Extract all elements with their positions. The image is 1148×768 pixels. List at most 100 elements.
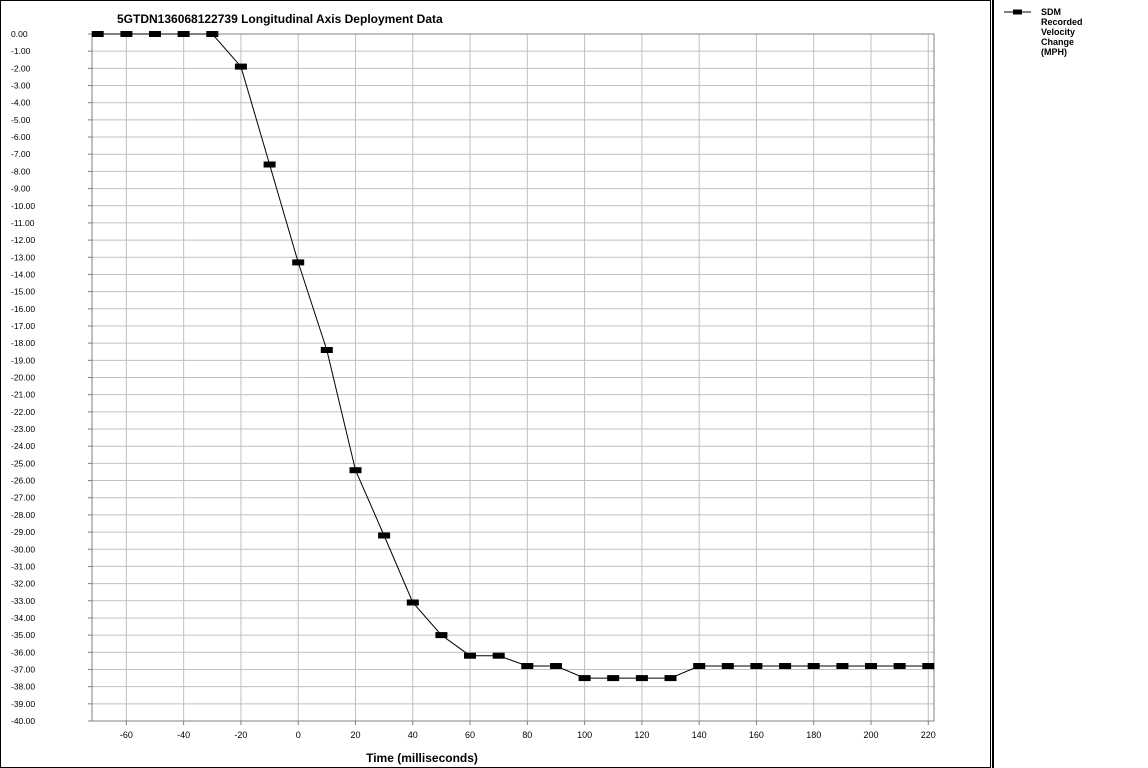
gridlines xyxy=(92,33,934,722)
legend-entry-line: SDM xyxy=(1041,7,1061,17)
y-tick-label: -4.00 xyxy=(11,98,31,108)
data-point xyxy=(120,31,133,37)
x-tick-label: 140 xyxy=(692,730,707,740)
x-tick-label: 60 xyxy=(465,730,475,740)
legend-entry-line: Recorded xyxy=(1041,17,1083,27)
legend-entry-line: Velocity xyxy=(1041,27,1075,37)
y-tick-label: -36.00 xyxy=(11,647,35,657)
data-point xyxy=(234,63,247,70)
y-tick-label: -24.00 xyxy=(11,441,35,451)
y-tick-label: -21.00 xyxy=(11,390,35,400)
data-point xyxy=(550,663,562,669)
y-tick-label: -3.00 xyxy=(11,81,31,91)
y-tick-label: -34.00 xyxy=(11,613,35,623)
y-tick-label: -11.00 xyxy=(11,218,35,228)
data-point xyxy=(464,652,476,659)
y-tick-label: -40.00 xyxy=(11,716,35,726)
y-tick-label: -10.00 xyxy=(11,201,35,211)
y-tick-label: -33.00 xyxy=(11,596,35,606)
y-tick-label: -20.00 xyxy=(11,373,35,383)
y-tick-label: -23.00 xyxy=(11,424,35,434)
y-tick-label: -7.00 xyxy=(11,149,31,159)
data-point xyxy=(435,632,448,639)
y-tick-label: -35.00 xyxy=(11,630,35,640)
x-axis-label: Time (milliseconds) xyxy=(366,751,478,765)
x-tick-label: 20 xyxy=(350,730,360,740)
data-point xyxy=(779,663,792,669)
x-tick-label: 80 xyxy=(522,730,532,740)
x-tick-label: 0 xyxy=(296,730,301,740)
y-tick-label: -19.00 xyxy=(11,355,35,365)
data-point xyxy=(292,259,305,266)
series-layer xyxy=(91,31,935,682)
x-tick-label: -40 xyxy=(177,730,190,740)
y-tick-label: -22.00 xyxy=(11,407,35,417)
y-tick-label: -27.00 xyxy=(11,493,35,503)
data-point xyxy=(607,675,620,682)
x-tick-label: 220 xyxy=(921,730,936,740)
data-point xyxy=(922,663,935,669)
chart-area-border xyxy=(0,0,991,768)
x-tick-label: -20 xyxy=(234,730,247,740)
data-point xyxy=(378,532,391,539)
y-tick-label: -13.00 xyxy=(11,252,35,262)
x-tick-label: 160 xyxy=(749,730,764,740)
data-point xyxy=(177,31,190,37)
x-tick-label: 100 xyxy=(577,730,592,740)
data-point xyxy=(263,161,276,168)
data-point xyxy=(320,347,333,353)
data-point xyxy=(492,652,505,659)
y-tick-label: -31.00 xyxy=(11,561,35,571)
y-tick-label: -14.00 xyxy=(11,269,35,279)
data-point xyxy=(721,663,734,669)
y-tick-label: -16.00 xyxy=(11,304,35,314)
data-point xyxy=(693,663,706,669)
legend-entry-line: Change xyxy=(1041,37,1074,47)
x-tick-label: 40 xyxy=(408,730,418,740)
x-tick-label: 200 xyxy=(863,730,878,740)
y-tick-label: -39.00 xyxy=(11,699,35,709)
data-point xyxy=(406,599,419,606)
y-tick-label: -18.00 xyxy=(11,338,35,348)
y-tick-label: -6.00 xyxy=(11,132,31,142)
y-tick-label: -25.00 xyxy=(11,458,35,468)
legend: SDM Recorded Velocity Change (MPH) xyxy=(1004,7,1085,57)
data-point xyxy=(807,663,820,669)
data-point xyxy=(893,663,906,669)
data-point xyxy=(521,663,534,669)
y-tick-label: -26.00 xyxy=(11,476,35,486)
y-tick-label: -5.00 xyxy=(11,115,31,125)
x-tick-label: 120 xyxy=(634,730,649,740)
legend-entry-line: (MPH) xyxy=(1041,47,1067,57)
y-tick-label: -8.00 xyxy=(11,166,31,176)
y-tick-label: -28.00 xyxy=(11,510,35,520)
y-tick-label: -38.00 xyxy=(11,682,35,692)
y-tick-label: -2.00 xyxy=(11,63,31,73)
y-tick-label: 0.00 xyxy=(11,29,28,39)
data-point xyxy=(149,31,161,37)
y-tick-label: -9.00 xyxy=(11,184,31,194)
y-tick-label: -12.00 xyxy=(11,235,35,245)
y-tick-label: -29.00 xyxy=(11,527,35,537)
y-tick-label: -30.00 xyxy=(11,544,35,554)
data-point xyxy=(664,675,677,682)
data-point xyxy=(865,663,877,669)
chart-title: 5GTDN136068122739 Longitudinal Axis Depl… xyxy=(117,12,443,26)
x-tick-label: 180 xyxy=(806,730,821,740)
y-tick-label: -17.00 xyxy=(11,321,35,331)
axes: 0.00 -1.00 -2.00 -3.00 -4.00 -5.00 -6.00 -7.00 -… xyxy=(11,29,936,740)
legend-marker-swatch xyxy=(1013,9,1022,15)
data-point xyxy=(635,675,648,682)
legend-entry: SDM Recorded Velocity Change (MPH) xyxy=(1041,7,1085,57)
data-point xyxy=(836,663,849,669)
data-point xyxy=(349,467,362,474)
y-tick-label: -1.00 xyxy=(11,46,31,56)
x-tick-label: -60 xyxy=(120,730,133,740)
y-tick-label: -37.00 xyxy=(11,664,35,674)
data-point xyxy=(91,31,104,37)
data-point xyxy=(578,675,591,682)
data-point xyxy=(750,663,763,669)
y-tick-label: -32.00 xyxy=(11,579,35,589)
data-point xyxy=(206,31,219,37)
